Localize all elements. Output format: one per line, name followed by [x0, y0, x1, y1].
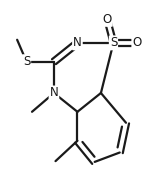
Text: O: O: [132, 36, 142, 49]
Text: N: N: [50, 86, 58, 100]
Text: O: O: [103, 13, 112, 26]
Text: S: S: [110, 36, 117, 49]
Text: S: S: [23, 55, 30, 68]
Text: N: N: [73, 36, 82, 49]
